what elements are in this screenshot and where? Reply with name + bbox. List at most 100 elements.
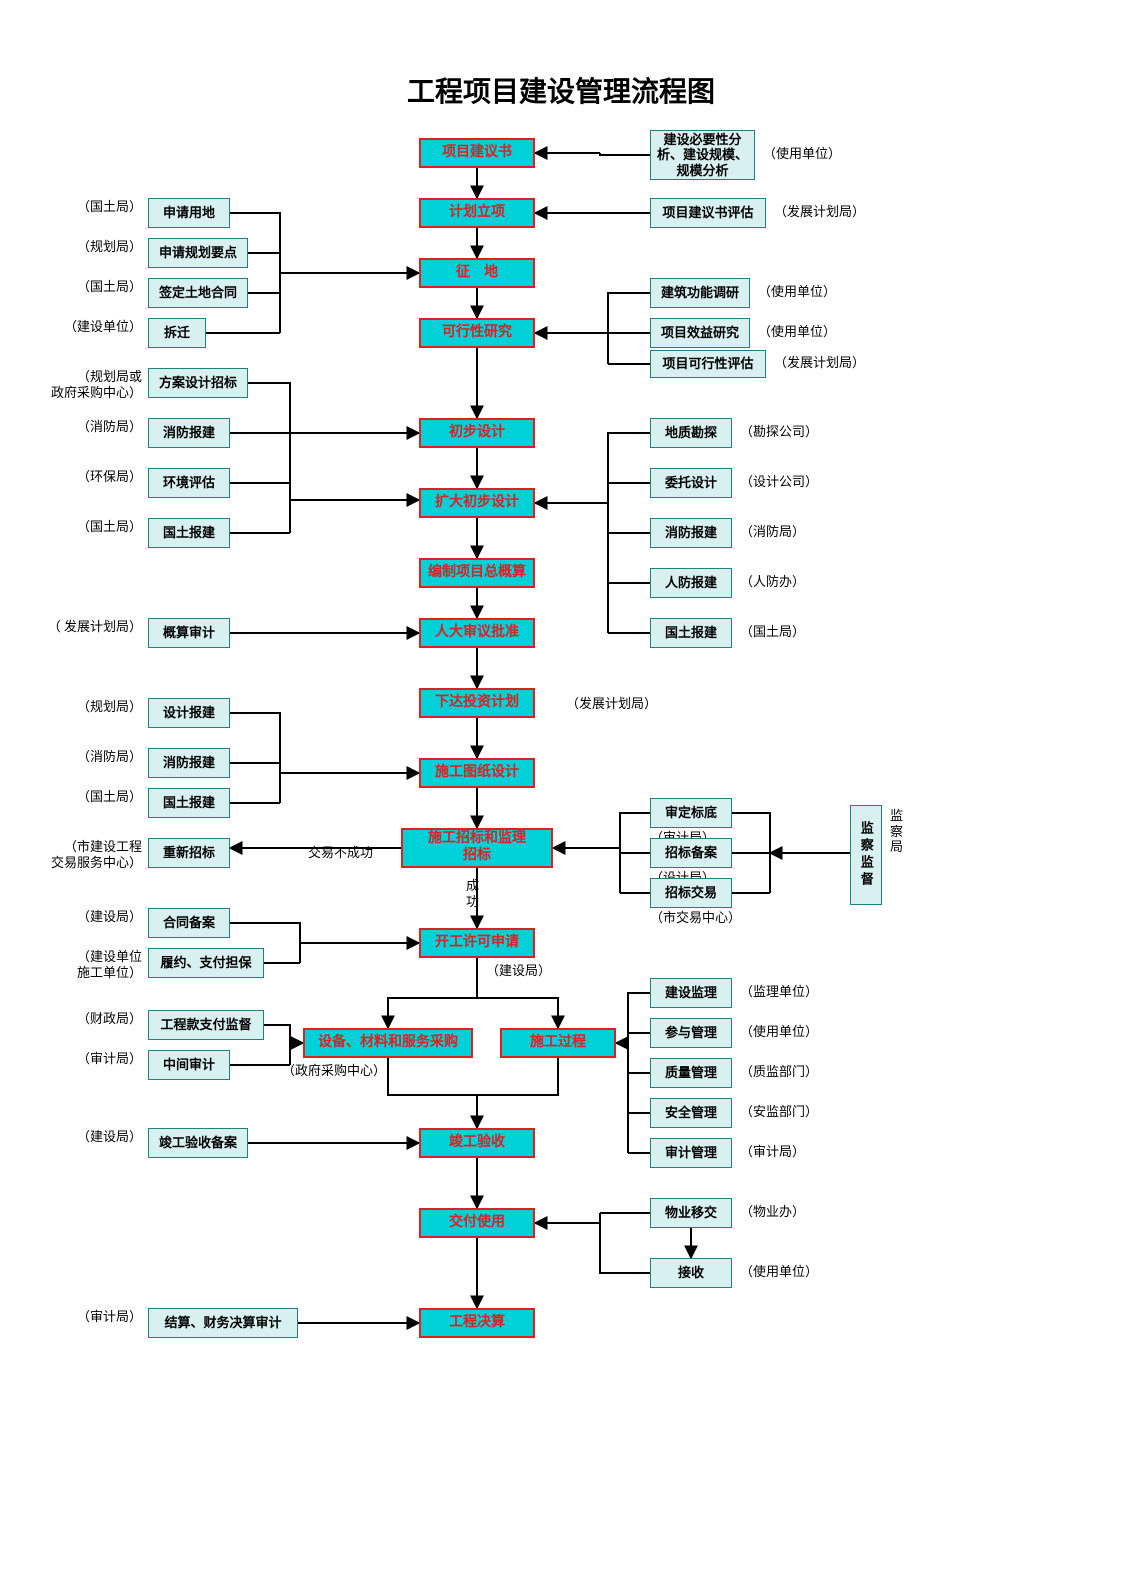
left-node-3: 拆迁 bbox=[148, 318, 206, 348]
center-node-c4: 可行性研究 bbox=[419, 318, 535, 348]
annotation-label: （消防局） bbox=[740, 524, 805, 540]
left-node-13: 合同备案 bbox=[148, 908, 230, 938]
left-annot-2: （国土局） bbox=[0, 279, 142, 295]
annotation-label: （发展计划局） bbox=[774, 355, 865, 371]
center-node-c8: 人大审议批准 bbox=[419, 618, 535, 648]
left-node-17: 竣工验收备案 bbox=[148, 1128, 248, 1158]
left-node-8: 概算审计 bbox=[148, 618, 230, 648]
supervision-box: 监察监督 bbox=[850, 805, 882, 905]
annotation-label: （发展计划局） bbox=[566, 696, 657, 712]
left-annot-5: （消防局） bbox=[0, 419, 142, 435]
left-node-5: 消防报建 bbox=[148, 418, 230, 448]
flowchart-canvas: 工程项目建设管理流程图 项目建议书计划立项征 地可行性研究初步设计扩大初步设计编… bbox=[0, 0, 1122, 1587]
annotation-label: 交易不成功 bbox=[308, 845, 373, 861]
left-node-6: 环境评估 bbox=[148, 468, 230, 498]
left-annot-0: （国土局） bbox=[0, 199, 142, 215]
annotation-label: （使用单位） bbox=[758, 324, 836, 340]
annotation-label: （监理单位） bbox=[740, 984, 818, 1000]
annotation-label: （使用单位） bbox=[758, 284, 836, 300]
center-node-c14: 竣工验收 bbox=[419, 1128, 535, 1158]
annotation-label: （建设局） bbox=[486, 963, 551, 979]
left-node-11: 国土报建 bbox=[148, 788, 230, 818]
left-annot-13: （建设局） bbox=[0, 909, 142, 925]
right-node-0: 建设必要性分 析、建设规模、 规模分析 bbox=[650, 130, 755, 180]
page-title: 工程项目建设管理流程图 bbox=[0, 70, 1122, 110]
annotation-label: （设计公司） bbox=[740, 474, 818, 490]
left-annot-7: （国土局） bbox=[0, 519, 142, 535]
left-node-4: 方案设计招标 bbox=[148, 368, 248, 398]
right-node-5: 地质勘探 bbox=[650, 418, 732, 448]
annotation-label: （安监部门） bbox=[740, 1104, 818, 1120]
left-node-18: 结算、财务决算审计 bbox=[148, 1308, 298, 1338]
center-node-c12: 开工许可申请 bbox=[419, 928, 535, 958]
left-node-0: 申请用地 bbox=[148, 198, 230, 228]
annotation-label: （市交易中心） bbox=[650, 910, 741, 926]
annotation-label: （人防办） bbox=[740, 574, 805, 590]
center-node-c13b: 施工过程 bbox=[500, 1028, 616, 1058]
left-annot-17: （建设局） bbox=[0, 1129, 142, 1145]
center-node-c15: 交付使用 bbox=[419, 1208, 535, 1238]
center-node-c6: 扩大初步设计 bbox=[419, 488, 535, 518]
right-node-6: 委托设计 bbox=[650, 468, 732, 498]
left-annot-9: （规划局） bbox=[0, 699, 142, 715]
right-node-11: 招标备案 bbox=[650, 838, 732, 868]
right-node-3: 项目效益研究 bbox=[650, 318, 750, 348]
left-node-9: 设计报建 bbox=[148, 698, 230, 728]
annotation-label: （国土局） bbox=[740, 624, 805, 640]
center-node-c16: 工程决算 bbox=[419, 1308, 535, 1338]
right-node-15: 质量管理 bbox=[650, 1058, 732, 1088]
left-annot-8: （ 发展计划局） bbox=[0, 619, 142, 635]
left-annot-16: （审计局） bbox=[0, 1051, 142, 1067]
annotation-label: 监 察 局 bbox=[890, 808, 903, 855]
center-node-c10: 施工图纸设计 bbox=[419, 758, 535, 788]
left-node-14: 履约、支付担保 bbox=[148, 948, 264, 978]
center-node-c13a: 设备、材料和服务采购 bbox=[303, 1028, 473, 1058]
left-node-15: 工程款支付监督 bbox=[148, 1010, 264, 1040]
center-node-c2: 计划立项 bbox=[419, 198, 535, 228]
left-annot-1: （规划局） bbox=[0, 239, 142, 255]
right-node-9: 国土报建 bbox=[650, 618, 732, 648]
center-node-c11: 施工招标和监理 招标 bbox=[401, 828, 553, 868]
left-annot-14: （建设单位 施工单位） bbox=[0, 949, 142, 980]
left-annot-3: （建设单位） bbox=[0, 319, 142, 335]
left-node-1: 申请规划要点 bbox=[148, 238, 248, 268]
annotation-label: （使用单位） bbox=[740, 1024, 818, 1040]
left-annot-11: （国土局） bbox=[0, 789, 142, 805]
annotation-label: （质监部门） bbox=[740, 1064, 818, 1080]
right-node-10: 审定标底 bbox=[650, 798, 732, 828]
center-node-c5: 初步设计 bbox=[419, 418, 535, 448]
right-node-8: 人防报建 bbox=[650, 568, 732, 598]
right-node-7: 消防报建 bbox=[650, 518, 732, 548]
right-node-12: 招标交易 bbox=[650, 878, 732, 908]
annotation-label: （使用单位） bbox=[763, 146, 841, 162]
right-node-17: 审计管理 bbox=[650, 1138, 732, 1168]
left-node-7: 国土报建 bbox=[148, 518, 230, 548]
annotation-label: （审计局） bbox=[740, 1144, 805, 1160]
annotation-label: 成 功 bbox=[466, 878, 479, 909]
annotation-label: （勘探公司） bbox=[740, 424, 818, 440]
left-annot-15: （财政局） bbox=[0, 1011, 142, 1027]
right-node-16: 安全管理 bbox=[650, 1098, 732, 1128]
left-annot-10: （消防局） bbox=[0, 749, 142, 765]
annotation-label: （发展计划局） bbox=[774, 204, 865, 220]
left-annot-12: （市建设工程 交易服务中心） bbox=[0, 839, 142, 870]
left-node-12: 重新招标 bbox=[148, 838, 230, 868]
right-node-13: 建设监理 bbox=[650, 978, 732, 1008]
left-node-10: 消防报建 bbox=[148, 748, 230, 778]
left-node-16: 中间审计 bbox=[148, 1050, 230, 1080]
center-node-c7: 编制项目总概算 bbox=[419, 558, 535, 588]
center-node-c1: 项目建议书 bbox=[419, 138, 535, 168]
right-node-19: 接收 bbox=[650, 1258, 732, 1288]
annotation-label: （政府采购中心） bbox=[282, 1063, 386, 1079]
center-node-c3: 征 地 bbox=[419, 258, 535, 288]
left-annot-6: （环保局） bbox=[0, 469, 142, 485]
right-node-14: 参与管理 bbox=[650, 1018, 732, 1048]
right-node-1: 项目建议书评估 bbox=[650, 198, 766, 228]
left-annot-4: （规划局或 政府采购中心） bbox=[0, 369, 142, 400]
right-node-4: 项目可行性评估 bbox=[650, 350, 766, 378]
left-node-2: 签定土地合同 bbox=[148, 278, 248, 308]
annotation-label: （使用单位） bbox=[740, 1264, 818, 1280]
left-annot-18: （审计局） bbox=[0, 1309, 142, 1325]
right-node-18: 物业移交 bbox=[650, 1198, 732, 1228]
right-node-2: 建筑功能调研 bbox=[650, 278, 750, 308]
